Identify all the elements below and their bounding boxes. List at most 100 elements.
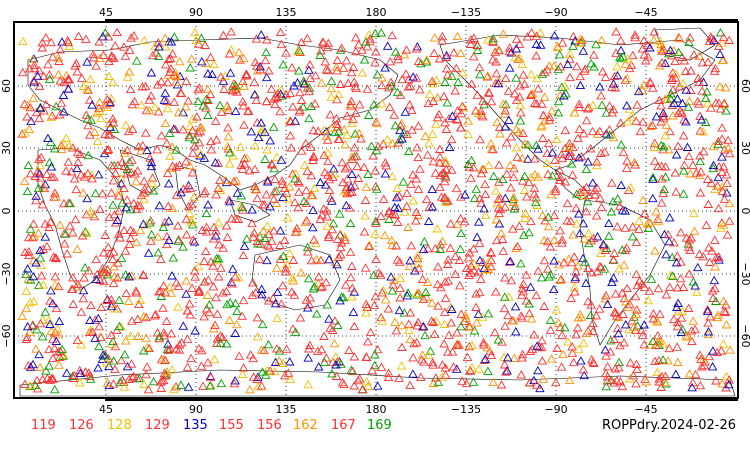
observation-triangle <box>94 341 104 351</box>
observation-triangle <box>358 384 368 394</box>
observation-triangle <box>394 373 404 382</box>
observation-triangle <box>578 218 589 228</box>
observation-triangle <box>46 172 57 181</box>
observation-triangle <box>679 115 689 124</box>
observation-triangle <box>354 373 365 383</box>
observation-triangle <box>719 98 730 107</box>
observation-triangle <box>40 307 51 316</box>
observation-triangle <box>296 95 307 104</box>
observation-triangle <box>592 129 603 138</box>
observation-triangle <box>712 347 722 356</box>
observation-triangle <box>359 162 369 172</box>
observation-triangle <box>76 170 86 179</box>
observation-triangle <box>253 381 263 391</box>
observation-triangle <box>535 27 546 37</box>
observation-triangle <box>429 329 440 338</box>
observation-triangle <box>696 354 706 363</box>
observation-triangle <box>34 154 44 163</box>
observation-triangle <box>45 296 55 305</box>
observation-triangle <box>174 56 185 66</box>
observation-triangle <box>71 58 81 68</box>
observation-triangle <box>124 67 135 76</box>
observation-triangle <box>713 172 724 182</box>
observation-triangle <box>503 86 514 95</box>
observation-triangle <box>383 304 394 313</box>
observation-triangle <box>260 55 271 65</box>
observation-triangle <box>348 62 359 71</box>
observation-triangle <box>239 241 250 250</box>
observation-triangle <box>108 77 118 87</box>
observation-triangle <box>423 243 433 253</box>
observation-triangle <box>29 75 39 85</box>
observation-triangle <box>467 362 477 372</box>
observation-triangle <box>347 283 358 292</box>
observation-triangle <box>24 327 35 336</box>
observation-triangle <box>499 303 510 313</box>
observation-triangle <box>78 81 89 90</box>
observation-triangle <box>408 196 419 205</box>
observation-triangle <box>605 335 616 345</box>
observation-triangle <box>421 287 431 296</box>
observation-triangle <box>572 323 583 332</box>
observation-triangle <box>532 380 542 389</box>
observation-triangle <box>302 83 313 92</box>
observation-triangle <box>381 161 392 170</box>
observation-triangle <box>578 191 588 200</box>
observation-triangle <box>117 157 128 166</box>
observation-triangle <box>427 129 438 138</box>
observation-triangle <box>366 141 377 150</box>
observation-triangle <box>183 382 194 391</box>
observation-triangle <box>326 193 336 203</box>
observation-triangle <box>429 48 439 57</box>
observation-triangle <box>669 237 679 247</box>
observation-triangle <box>567 341 577 351</box>
observation-triangle <box>709 275 719 285</box>
observation-triangle <box>368 151 378 160</box>
observation-triangle <box>696 115 707 124</box>
observation-triangle <box>674 33 685 43</box>
observation-triangle <box>418 321 429 331</box>
observation-triangle <box>721 169 732 179</box>
coastline-outline <box>439 34 716 171</box>
observation-triangle <box>584 190 594 200</box>
observation-triangle <box>597 66 608 76</box>
observation-triangle <box>117 198 127 207</box>
observation-triangle <box>316 255 326 265</box>
observation-triangle <box>638 117 648 126</box>
observation-triangle <box>658 188 669 197</box>
observation-triangle <box>452 339 462 348</box>
observation-triangle <box>611 308 621 317</box>
observation-triangle <box>50 188 60 197</box>
observation-triangle <box>281 89 291 99</box>
observation-triangle <box>532 341 542 350</box>
observation-triangle <box>35 103 46 113</box>
observation-triangle <box>704 351 714 361</box>
observation-triangle <box>463 116 474 125</box>
observation-triangle <box>539 301 549 310</box>
observation-triangle <box>526 172 536 182</box>
observation-triangle <box>715 104 726 113</box>
observation-triangle <box>110 341 121 351</box>
observation-triangle <box>72 335 83 345</box>
observation-triangle <box>428 96 439 105</box>
observation-triangle <box>492 117 502 127</box>
observation-triangle <box>532 73 542 83</box>
observation-triangle <box>293 176 303 185</box>
observation-triangle <box>236 190 246 200</box>
observation-triangle <box>40 232 51 241</box>
observation-triangle <box>708 141 719 151</box>
observation-triangle <box>292 223 302 233</box>
observation-triangle <box>360 263 371 272</box>
observation-triangle <box>483 34 493 44</box>
observation-triangle <box>210 116 221 125</box>
observation-triangle <box>362 41 372 51</box>
observation-triangle <box>676 327 687 336</box>
observation-triangle <box>102 269 113 279</box>
observation-triangle <box>529 98 540 107</box>
observation-triangle <box>717 182 727 191</box>
observation-triangle <box>103 242 114 251</box>
observation-triangle <box>270 99 280 109</box>
observation-triangle <box>19 176 30 186</box>
observation-triangle <box>296 37 307 47</box>
observation-triangle <box>592 266 603 276</box>
